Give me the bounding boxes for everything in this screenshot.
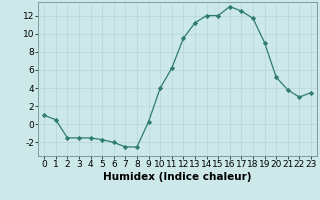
X-axis label: Humidex (Indice chaleur): Humidex (Indice chaleur) — [103, 172, 252, 182]
